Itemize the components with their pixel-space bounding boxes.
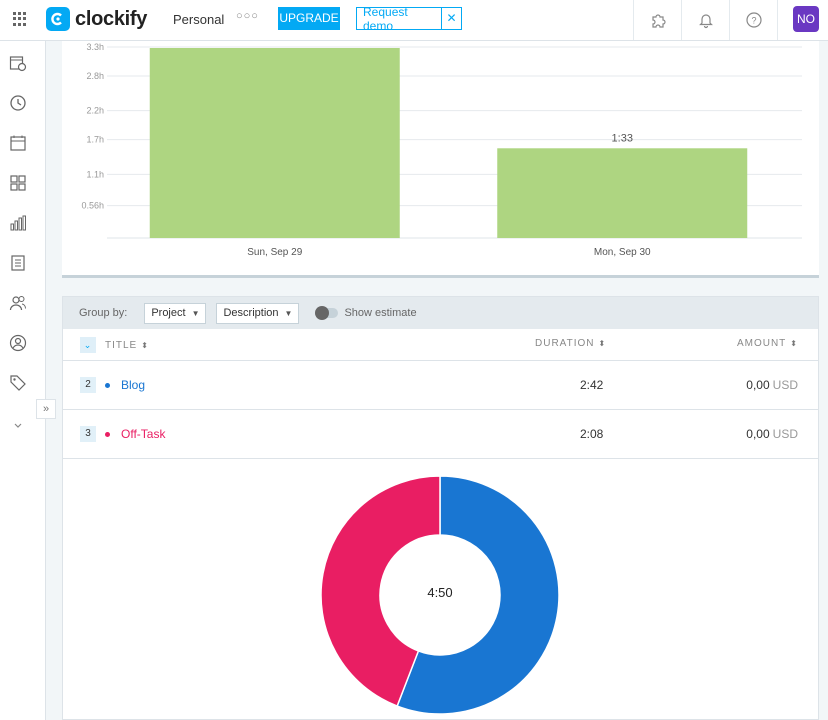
bar [497,148,748,238]
sort-icon: ⬍ [141,341,149,350]
sort-icon: ⬍ [790,339,798,348]
request-demo-label: Request demo [363,4,408,33]
y-tick-label: 1.1h [86,169,104,179]
donut-total-label: 4:50 [427,585,453,600]
entry-count-badge[interactable]: 3 [80,426,96,442]
bar-data-label: 1:33 [612,132,633,144]
project-name[interactable]: Blog [121,378,146,392]
group-by-toolbar: Group by: Project ▼ Description ▼ Show est… [63,297,818,329]
dashboard-icon[interactable] [9,174,27,192]
group1-label: Project [151,307,186,319]
timesheet-icon[interactable] [9,54,27,72]
reports-icon[interactable] [9,214,27,232]
team-icon[interactable] [9,294,27,312]
y-tick-label: 2.2h [86,106,104,116]
row-amount: 0,00 USD [746,427,798,441]
amount-header-label: AMOUNT [736,338,787,349]
summary-panel: Group by: Project ▼ Description ▼ Show est… [62,296,819,720]
amount-column-header[interactable]: AMOUNT ⬍ [737,338,798,349]
chevron-down-icon[interactable] [9,416,27,434]
row-duration: 2:08 [580,427,604,441]
tag-icon[interactable] [9,374,27,392]
app-name: clockify [75,7,148,30]
group2-label: Description [223,307,279,319]
donut-slice [396,475,560,715]
clock-icon[interactable] [9,94,27,112]
workspace-name[interactable]: Personal [173,12,225,27]
show-estimate-label: Show estimate [344,307,417,319]
x-category-label: Sun, Sep 29 [247,247,302,258]
project-color-dot [105,383,110,388]
group-by-description-dropdown[interactable]: Description ▼ [216,302,300,324]
amount-value: 0,00 [746,427,770,441]
title-column-header[interactable]: TITLE ⬍ [105,340,149,351]
upgrade-button[interactable]: UPGRADE [278,7,340,30]
calendar-icon[interactable] [9,134,27,152]
donut-slice [320,475,441,707]
app-logo[interactable]: clockify [46,6,147,32]
currency: USD [772,378,798,392]
avatar[interactable]: NO [793,6,819,32]
amount-value: 0,00 [746,378,770,392]
sort-icon: ⬍ [598,339,607,348]
y-tick-label: 2.8h [86,71,104,81]
clockify-logo-icon [46,7,70,31]
top-bar: clockify Personal ○○○ UPGRADE Request de… [0,0,828,41]
sidebar-collapse-button[interactable]: » [36,399,56,419]
bar [149,47,400,238]
y-tick-label: 0.56h [81,201,104,211]
group-by-label: Group by: [79,307,128,319]
apps-grid-icon[interactable] [13,12,27,26]
row-duration: 2:42 [580,378,604,392]
y-tick-label: 3.3h [86,42,104,52]
title-header-label: TITLE [105,340,138,351]
project-color-dot [105,432,110,437]
table-row[interactable]: 3 Off-Task 2:08 0,00 USD [63,410,818,459]
caret-down-icon: ▼ [284,308,293,318]
help-icon[interactable]: ? [729,0,777,40]
donut-chart [320,475,560,715]
x-category-label: Mon, Sep 30 [594,247,651,258]
show-estimate-toggle[interactable] [315,306,339,320]
table-row[interactable]: 2 Blog 2:42 0,00 USD [63,361,818,410]
puzzle-icon[interactable] [633,0,681,40]
duration-header-label: DURATION [535,338,595,349]
currency: USD [772,427,798,441]
table-header: ⌄ TITLE ⬍ DURATION ⬍ AMOUNT ⬍ [63,329,818,361]
svg-text:?: ? [751,16,756,26]
duration-column-header[interactable]: DURATION ⬍ [535,338,606,349]
bar-chart-panel: 0.56h 1.1h 1.7h 2.2h 2.8h 3.3h 3:17 Sun, Sep 29… [62,41,819,278]
row-amount: 0,00 USD [746,378,798,392]
bar-data-label: 3:17 [264,41,285,44]
entry-count-badge[interactable]: 2 [80,377,96,393]
sidebar: » [0,41,56,720]
request-demo-button[interactable]: Request demo ✕ [356,4,462,33]
bar-chart: 0.56h 1.1h 1.7h 2.2h 2.8h 3.3h 3:17 Sun, Sep 29… [81,41,802,258]
project-name[interactable]: Off-Task [121,427,166,441]
bell-icon[interactable] [681,0,729,40]
caret-down-icon: ▼ [191,308,200,318]
group-by-project-dropdown[interactable]: Project ▼ [144,302,207,324]
expand-all-button[interactable]: ⌄ [80,337,96,353]
y-tick-label: 1.7h [86,135,104,145]
avatar-area [777,0,828,40]
user-icon[interactable] [9,334,27,352]
close-demo-icon[interactable]: ✕ [441,8,461,29]
more-menu-icon[interactable]: ○○○ [236,10,259,22]
document-icon[interactable] [9,254,27,272]
